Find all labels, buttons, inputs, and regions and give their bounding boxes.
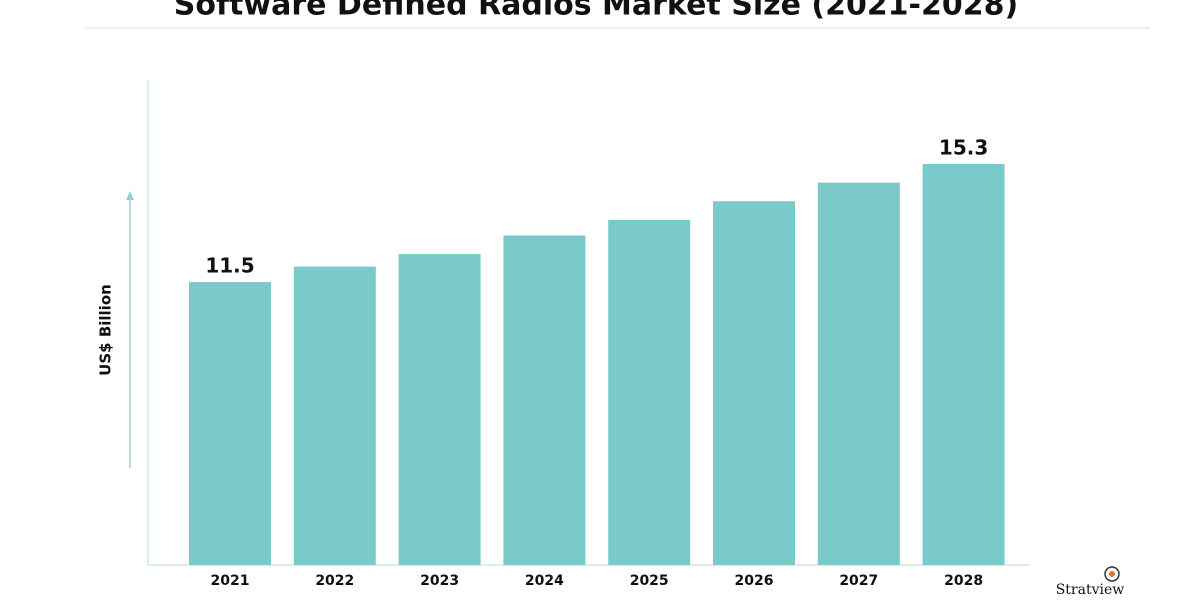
bar bbox=[608, 219, 691, 565]
x-tick-label: 2024 bbox=[525, 573, 564, 589]
bar bbox=[503, 235, 586, 565]
x-tick-label: 2023 bbox=[420, 573, 459, 589]
bar bbox=[293, 266, 376, 565]
x-tick-label: 2021 bbox=[211, 573, 250, 589]
x-tick-label: 2025 bbox=[630, 573, 669, 589]
logo-icon bbox=[1104, 566, 1120, 582]
bar bbox=[713, 201, 795, 565]
brand: Stratview bbox=[1056, 582, 1125, 598]
bar bbox=[189, 282, 271, 565]
x-tick-label: 2027 bbox=[839, 573, 878, 589]
chart-title: Software Defined Radios Market Size (202… bbox=[174, 0, 1018, 23]
data-label: 11.5 bbox=[205, 254, 254, 278]
axis-arrow-head bbox=[126, 191, 134, 200]
bar bbox=[398, 254, 481, 565]
bar bbox=[817, 182, 900, 565]
x-tick-label: 2026 bbox=[735, 573, 774, 589]
y-axis-label: US$ Billion bbox=[97, 284, 115, 376]
data-label: 15.3 bbox=[939, 135, 988, 159]
bar bbox=[922, 163, 1005, 565]
x-tick-label: 2028 bbox=[944, 573, 983, 589]
logo-dot bbox=[1109, 571, 1115, 577]
x-tick-label: 2022 bbox=[315, 573, 354, 589]
